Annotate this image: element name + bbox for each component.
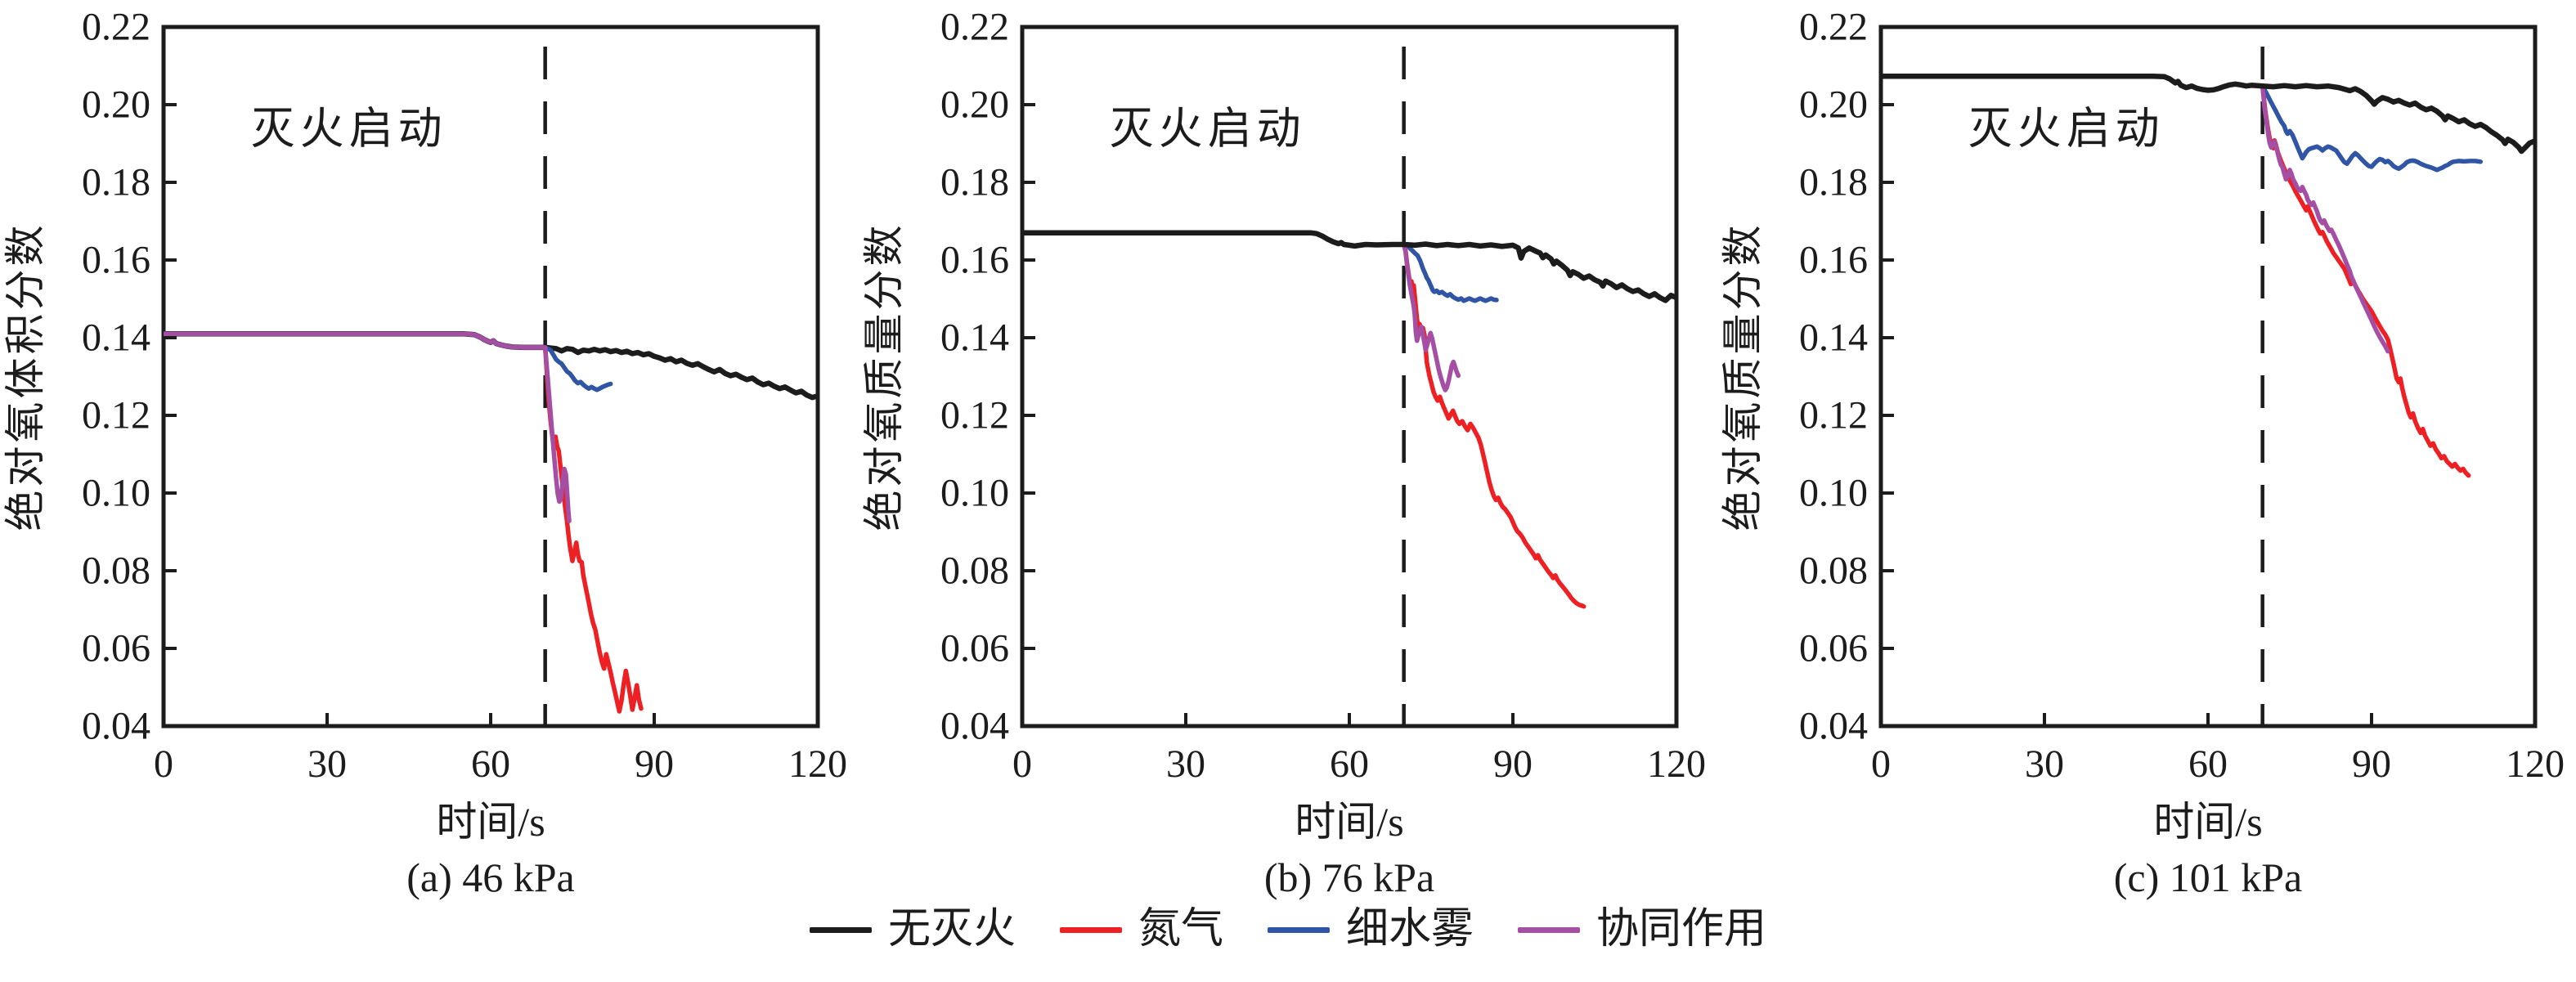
y-tick-label: 0.12 [1799,394,1868,437]
y-tick-label: 0.04 [1799,705,1868,748]
x-tick-label: 90 [635,742,674,786]
legend-line-swatch-water-mist [1268,926,1330,933]
annotation-text: 灭火启动 [251,105,447,154]
y-tick-label: 0.14 [1799,316,1868,360]
chart-caption: (b) 76 kPa [1264,854,1434,900]
chart-svg-c: 0.04 0.06 0.08 0.10 0.12 0.14 0.16 0.18 0.20 0.22… [1720,6,2565,901]
legend-line-swatch-no-suppression [809,926,872,933]
y-tick-label: 0.18 [1799,161,1868,204]
y-tick-label: 0.08 [82,549,150,593]
chart-caption: (c) 101 kPa [2114,854,2303,900]
chart-panel-b: 0.04 0.06 0.08 0.10 0.12 0.14 0.16 0.18 0.20 0.22… [859,0,1717,904]
x-axis-title: 时间/s [1295,799,1403,845]
y-tick-label: 0.10 [1799,472,1868,515]
y-tick-label: 0.14 [82,316,150,360]
x-axis-title: 时间/s [436,799,545,845]
legend-line-swatch-synergy [1518,926,1581,933]
series-line-no-suppression [1881,74,2535,155]
figure-legend: 无灭火 氮气 细水雾 协同作用 [0,904,2576,982]
legend-line-swatch-nitrogen [1059,926,1122,933]
x-tick-label: 30 [1166,742,1205,786]
y-tick-label: 0.14 [940,316,1009,360]
x-tick-label: 0 [1871,742,1891,786]
y-tick-label: 0.20 [940,83,1009,127]
y-axis-title: 绝对氧质量分数 [1720,222,1766,531]
y-tick-label: 0.04 [82,705,150,748]
legend-label: 协同作用 [1596,906,1767,953]
x-tick-label: 60 [2188,742,2228,786]
y-tick-label: 0.16 [940,239,1009,282]
y-tick-label: 0.12 [940,394,1009,437]
chart-panels-row: 0.04 0.06 0.08 0.10 0.12 0.14 0.16 0.18 0.20 0.22… [0,0,2576,904]
legend-item-nitrogen: 氮气 [1059,906,1223,953]
y-tick-label: 0.18 [940,161,1009,204]
y-tick-label: 0.22 [82,6,150,49]
annotation-text: 灭火启动 [1110,105,1306,154]
y-tick-label: 0.06 [82,627,150,670]
y-tick-label: 0.16 [1799,239,1868,282]
x-tick-label: 60 [471,742,510,786]
x-tick-label: 90 [1493,742,1533,786]
legend-label: 无灭火 [887,906,1016,953]
x-tick-label: 120 [2506,742,2565,786]
y-axis-title: 绝对氧体积分数 [2,222,48,531]
y-axis-title: 绝对氧质量分数 [861,222,907,531]
y-tick-label: 0.22 [1799,6,1868,49]
chart-caption: (a) 46 kPa [406,854,575,900]
series-line-synergy [1022,231,1461,392]
legend-item-water-mist: 细水雾 [1268,908,1474,951]
x-tick-label: 30 [307,742,347,786]
x-tick-label: 90 [2352,742,2391,786]
chart-svg-b: 0.04 0.06 0.08 0.10 0.12 0.14 0.16 0.18 0.20 0.22… [861,6,1706,901]
chart-svg-a: 0.04 0.06 0.08 0.10 0.12 0.14 0.16 0.18 0.20 0.22… [2,6,847,901]
y-tick-label: 0.08 [940,549,1009,593]
y-tick-label: 0.18 [82,161,150,204]
x-tick-label: 60 [1330,742,1369,786]
series-line-nitrogen [1022,231,1586,609]
chart-panel-c: 0.04 0.06 0.08 0.10 0.12 0.14 0.16 0.18 0.20 0.22… [1717,0,2576,904]
legend-item-no-suppression: 无灭火 [809,906,1016,953]
annotation-text: 灭火启动 [1968,105,2165,154]
y-tick-label: 0.20 [82,83,150,127]
y-tick-label: 0.12 [82,394,150,437]
y-tick-label: 0.10 [82,472,150,515]
x-tick-label: 0 [154,742,173,786]
chart-panel-a: 0.04 0.06 0.08 0.10 0.12 0.14 0.16 0.18 0.20 0.22… [0,0,859,904]
y-tick-label: 0.10 [940,472,1009,515]
series-line-no-suppression [1022,230,1676,303]
y-tick-label: 0.22 [940,6,1009,49]
legend-label: 细水雾 [1346,906,1474,953]
x-tick-label: 30 [2025,742,2064,786]
y-tick-label: 0.08 [1799,549,1868,593]
x-tick-label: 120 [788,742,847,786]
y-tick-label: 0.04 [940,705,1009,748]
x-tick-label: 120 [1647,742,1706,786]
series-line-synergy [164,331,572,523]
y-tick-label: 0.06 [1799,627,1868,670]
legend-label: 氮气 [1138,906,1223,953]
y-tick-label: 0.20 [1799,83,1868,127]
x-tick-label: 0 [1012,742,1032,786]
legend-item-synergy: 协同作用 [1518,908,1766,951]
y-tick-label: 0.16 [82,239,150,282]
x-axis-title: 时间/s [2153,799,2262,845]
y-tick-label: 0.06 [940,627,1009,670]
